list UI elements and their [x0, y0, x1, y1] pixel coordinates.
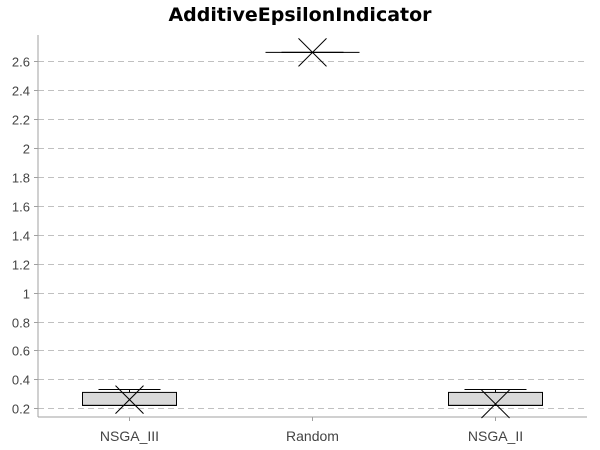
mean-marker	[115, 385, 144, 414]
y-tick-label: 1	[23, 287, 30, 302]
y-tick-label: 1.2	[12, 258, 30, 273]
axes	[37, 35, 587, 418]
box-body	[82, 391, 177, 406]
y-axis-ticks: 0.2 0.4 0.6 0.8 1 1.2 1.4 1.6 1.8 2 2.2 2.4 2.6	[12, 55, 38, 417]
y-tick-label: 0.6	[12, 344, 30, 359]
y-tick-label: 2.2	[12, 113, 30, 128]
y-tick-label: 2	[23, 142, 30, 157]
y-tick-label: 1.6	[12, 200, 30, 215]
boxes	[82, 38, 543, 419]
y-tick-label: 0.2	[12, 402, 30, 417]
mean-marker	[481, 389, 510, 419]
x-category-label: NSGA_II	[468, 428, 523, 444]
y-tick-label: 1.4	[12, 229, 30, 244]
x-category-label: NSGA_III	[100, 428, 159, 444]
y-tick-label: 0.4	[12, 373, 30, 388]
x-axis-ticks: NSGA_III Random NSGA_II	[100, 417, 523, 444]
y-tick-label: 1.8	[12, 171, 30, 186]
box-random	[265, 38, 360, 67]
box-nsga-iii	[82, 385, 177, 414]
y-tick-label: 2.4	[12, 84, 30, 99]
grid-lines	[38, 61, 587, 409]
mean-marker	[298, 38, 327, 67]
y-tick-label: 0.8	[12, 316, 30, 331]
x-category-label: Random	[286, 428, 339, 444]
chart-title: AdditiveEpsilonIndicator	[168, 4, 432, 26]
box-nsga-ii	[448, 389, 543, 419]
y-tick-label: 2.6	[12, 55, 30, 70]
